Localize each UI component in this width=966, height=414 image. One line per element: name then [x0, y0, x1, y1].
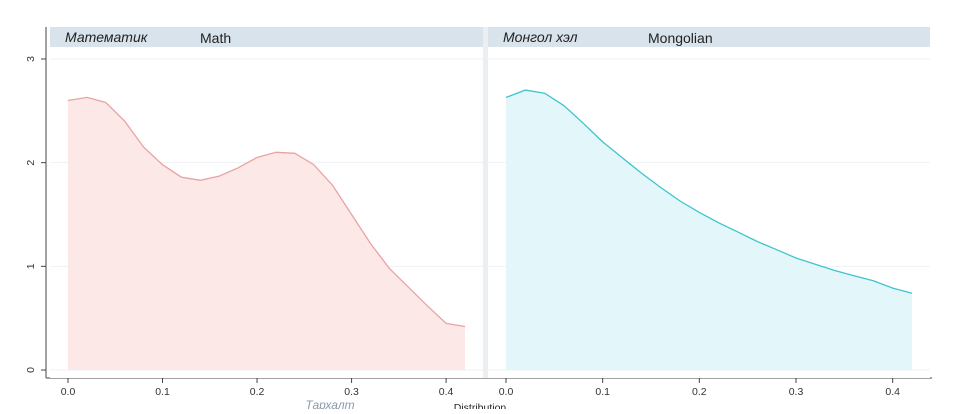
x-tick-label: 0.0 — [499, 386, 514, 398]
panel-title-mn-0: Математик — [65, 29, 149, 45]
x-tick-label: 0.1 — [595, 386, 610, 398]
x-tick-label: 0.0 — [61, 386, 76, 398]
x-tick-label: 0.4 — [885, 386, 900, 398]
x-tick-label: 0.2 — [692, 386, 707, 398]
y-tick-label: 3 — [25, 56, 37, 62]
panel-title-mn-1: Монгол хэл — [503, 29, 578, 45]
x-tick-label: 0.3 — [789, 386, 804, 398]
panel-strip-1 — [488, 27, 930, 47]
density-area-0 — [68, 97, 465, 371]
density-area-1 — [506, 90, 912, 370]
panel-title-en-1: Mongolian — [648, 30, 713, 46]
x-axis-label-mn: Тархалт — [305, 398, 354, 409]
panel-separator — [483, 27, 488, 378]
x-tick-label: 0.4 — [439, 386, 454, 398]
density-line-1 — [505, 89, 913, 294]
y-tick-label: 0 — [25, 367, 37, 373]
density-line-0 — [67, 96, 466, 328]
y-tick-label: 2 — [25, 160, 37, 166]
panel-strip-0 — [50, 27, 483, 47]
x-tick-label: 0.2 — [250, 386, 265, 398]
y-tick-label: 1 — [25, 263, 37, 269]
x-tick-label: 0.3 — [344, 386, 359, 398]
panel-title-en-0: Math — [200, 30, 231, 46]
x-axis-label-en: Distribution — [454, 402, 507, 409]
x-tick-label: 0.1 — [155, 386, 170, 398]
